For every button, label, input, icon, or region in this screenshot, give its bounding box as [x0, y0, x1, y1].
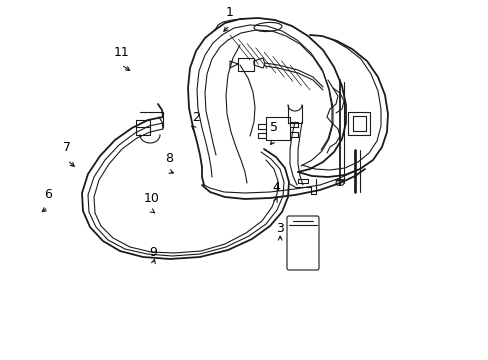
Text: 4: 4 [272, 181, 280, 194]
Text: 6: 6 [44, 188, 52, 201]
Text: 5: 5 [269, 121, 277, 134]
Text: 10: 10 [143, 192, 159, 204]
Text: 8: 8 [164, 152, 172, 165]
Text: 11: 11 [113, 46, 129, 59]
Text: 1: 1 [225, 6, 233, 19]
Text: 9: 9 [149, 246, 157, 258]
Text: 3: 3 [276, 222, 284, 235]
Text: 7: 7 [63, 141, 71, 154]
Text: 2: 2 [191, 111, 199, 123]
